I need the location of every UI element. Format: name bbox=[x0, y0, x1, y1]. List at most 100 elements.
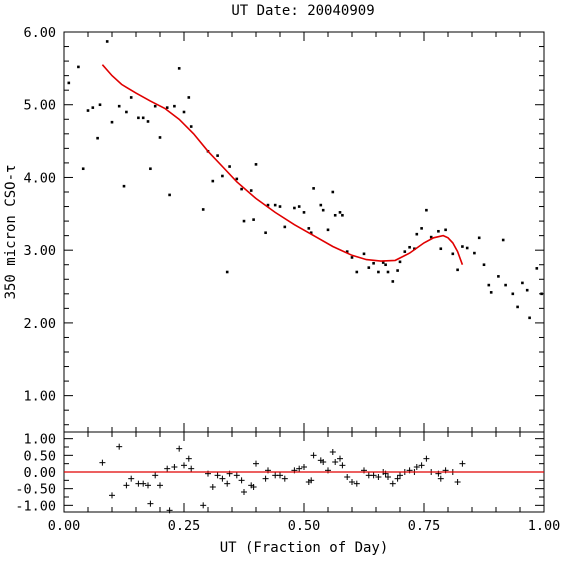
residual-point bbox=[209, 484, 216, 490]
x-tick-label: 0.25 bbox=[168, 518, 201, 534]
data-point bbox=[235, 177, 239, 181]
residual-point bbox=[310, 452, 317, 459]
residual-point bbox=[157, 482, 163, 489]
data-point bbox=[77, 65, 80, 69]
data-point bbox=[182, 110, 186, 114]
data-point bbox=[225, 270, 229, 274]
residual-point bbox=[116, 443, 123, 450]
data-point bbox=[110, 120, 114, 124]
data-point bbox=[408, 245, 411, 249]
data-point bbox=[516, 305, 519, 309]
x-tick-label: 0.75 bbox=[408, 518, 441, 534]
data-point bbox=[158, 136, 162, 139]
data-point bbox=[216, 154, 219, 157]
data-point bbox=[309, 231, 313, 235]
residual-point bbox=[301, 464, 307, 470]
data-point bbox=[240, 187, 243, 191]
data-point bbox=[141, 116, 145, 120]
data-point bbox=[451, 252, 455, 256]
residual-panel: 1.000.500.00-0.50-1.00 0.00 0.25 0.50 0.75 1… bbox=[15, 431, 561, 534]
residual-point bbox=[214, 472, 221, 479]
data-point bbox=[249, 189, 253, 192]
data-point bbox=[333, 213, 337, 217]
residual-point bbox=[140, 480, 147, 487]
data-point bbox=[477, 236, 481, 240]
data-point bbox=[319, 203, 323, 207]
data-point bbox=[86, 109, 90, 112]
residual-point bbox=[320, 459, 327, 465]
residual-point bbox=[253, 460, 259, 467]
residual-point bbox=[296, 465, 303, 472]
residual-point bbox=[353, 480, 360, 487]
data-point bbox=[168, 193, 171, 197]
data-point bbox=[437, 229, 440, 233]
residual-point bbox=[423, 455, 430, 462]
residual-y-tick-labels: 1.000.500.00-0.50-1.00 bbox=[15, 432, 56, 515]
data-point bbox=[146, 120, 150, 123]
residual-point bbox=[339, 462, 346, 469]
residual-point bbox=[164, 465, 171, 472]
residual-point bbox=[99, 459, 106, 466]
main-y-tick-label: 2.00 bbox=[23, 316, 56, 332]
residual-point bbox=[166, 507, 173, 514]
residual-point bbox=[128, 475, 135, 482]
residual-point bbox=[389, 480, 396, 487]
data-point bbox=[302, 211, 306, 214]
data-point bbox=[321, 208, 325, 212]
data-point bbox=[273, 203, 277, 207]
residual-y-tick-label: 0.50 bbox=[23, 448, 56, 464]
residual-ticks bbox=[64, 432, 544, 512]
residual-point bbox=[262, 475, 269, 482]
x-tick-label: 1.00 bbox=[528, 518, 561, 534]
residual-point bbox=[308, 477, 315, 484]
residual-y-tick-label: 0.00 bbox=[23, 465, 56, 481]
data-point bbox=[415, 232, 419, 236]
residual-point bbox=[281, 475, 288, 482]
data-point bbox=[293, 206, 296, 210]
residual-point bbox=[413, 464, 420, 470]
data-point bbox=[377, 270, 380, 274]
residual-point bbox=[418, 462, 425, 469]
fit-curve bbox=[101, 64, 464, 265]
data-point bbox=[201, 208, 205, 211]
data-point bbox=[137, 116, 140, 120]
data-point bbox=[444, 228, 447, 232]
data-point bbox=[345, 250, 349, 253]
residual-point bbox=[250, 484, 257, 490]
residual-point bbox=[200, 502, 207, 509]
data-point bbox=[439, 247, 443, 251]
data-point bbox=[386, 270, 390, 274]
data-point bbox=[535, 267, 539, 270]
data-point bbox=[465, 246, 469, 250]
chart-title: UT Date: 20040909 bbox=[231, 3, 374, 19]
residual-points bbox=[99, 443, 466, 514]
main-y-tick-label: 4.00 bbox=[23, 170, 56, 186]
residual-point bbox=[332, 459, 339, 465]
data-point bbox=[540, 292, 543, 296]
data-point bbox=[91, 106, 95, 109]
x-tick-labels: 0.00 0.25 0.50 0.75 1.00 bbox=[48, 518, 561, 534]
data-point bbox=[521, 281, 524, 285]
x-tick-label: 0.00 bbox=[48, 518, 81, 534]
data-point bbox=[96, 136, 99, 140]
data-point bbox=[341, 213, 344, 217]
main-y-tick-labels: 1.00 2.00 3.00 4.00 5.00 6.00 bbox=[23, 25, 56, 405]
data-point bbox=[326, 228, 330, 232]
residual-point bbox=[188, 465, 195, 472]
data-point bbox=[266, 203, 270, 207]
data-point bbox=[81, 167, 85, 171]
data-point bbox=[177, 67, 181, 70]
data-point bbox=[221, 174, 224, 178]
data-point bbox=[264, 231, 267, 235]
data-point bbox=[129, 96, 133, 99]
data-point bbox=[242, 219, 246, 223]
data-point bbox=[384, 263, 387, 267]
y-axis-label: 350 micron CSO-τ bbox=[3, 165, 19, 300]
data-point bbox=[165, 106, 169, 109]
x-tick-label: 0.50 bbox=[288, 518, 321, 534]
residual-point bbox=[109, 492, 115, 499]
main-y-tick-label: 6.00 bbox=[23, 25, 56, 41]
data-point bbox=[504, 283, 507, 287]
data-point bbox=[252, 218, 255, 221]
